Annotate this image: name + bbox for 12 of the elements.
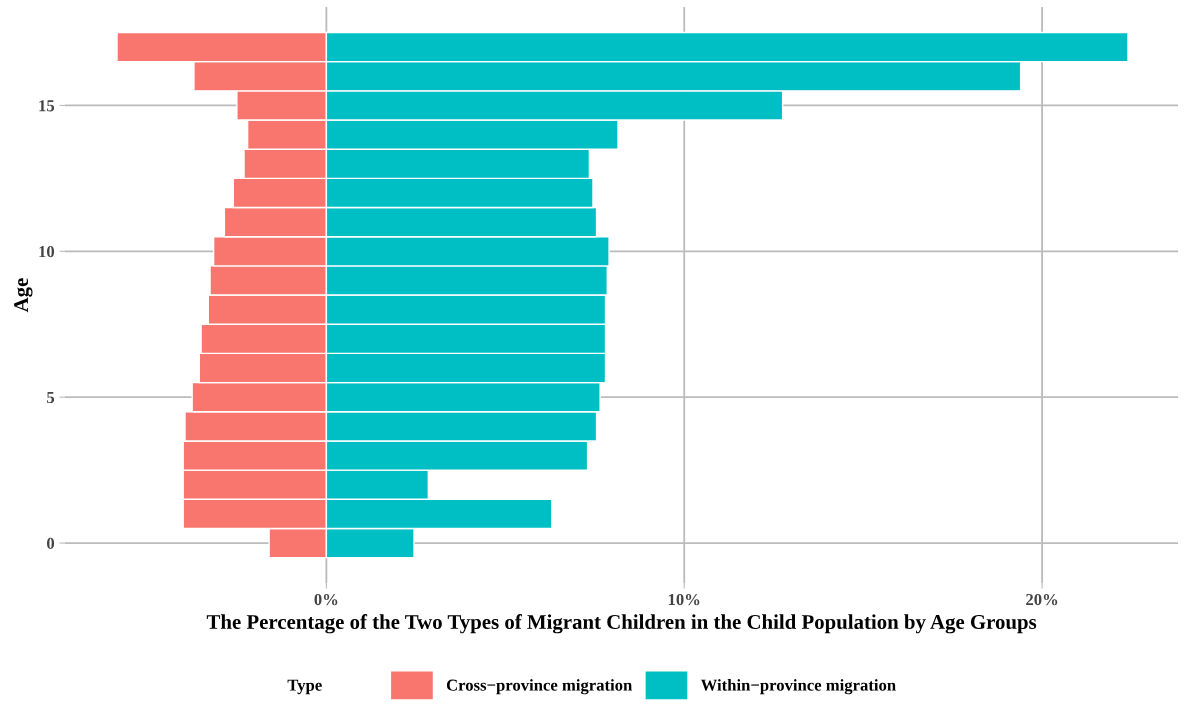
legend-label: Cross−province migration <box>446 679 633 695</box>
y-tick-label: 0 <box>47 537 55 549</box>
y-tick-label: 5 <box>47 392 55 404</box>
x-tick-label: 20% <box>1026 593 1058 606</box>
y-axis-title: Age <box>14 278 33 313</box>
y-tick-label: 15 <box>39 100 55 112</box>
legend-label: Within−province migration <box>700 679 896 695</box>
x-axis-title: The Percentage of the Two Types of Migrant Children in the Child Population by Age Groups <box>206 614 1037 634</box>
legend-title: Type <box>287 679 322 695</box>
x-tick-label: 10% <box>668 593 700 606</box>
y-tick-label: 10 <box>39 246 55 258</box>
x-tick-label: 0% <box>314 593 338 606</box>
